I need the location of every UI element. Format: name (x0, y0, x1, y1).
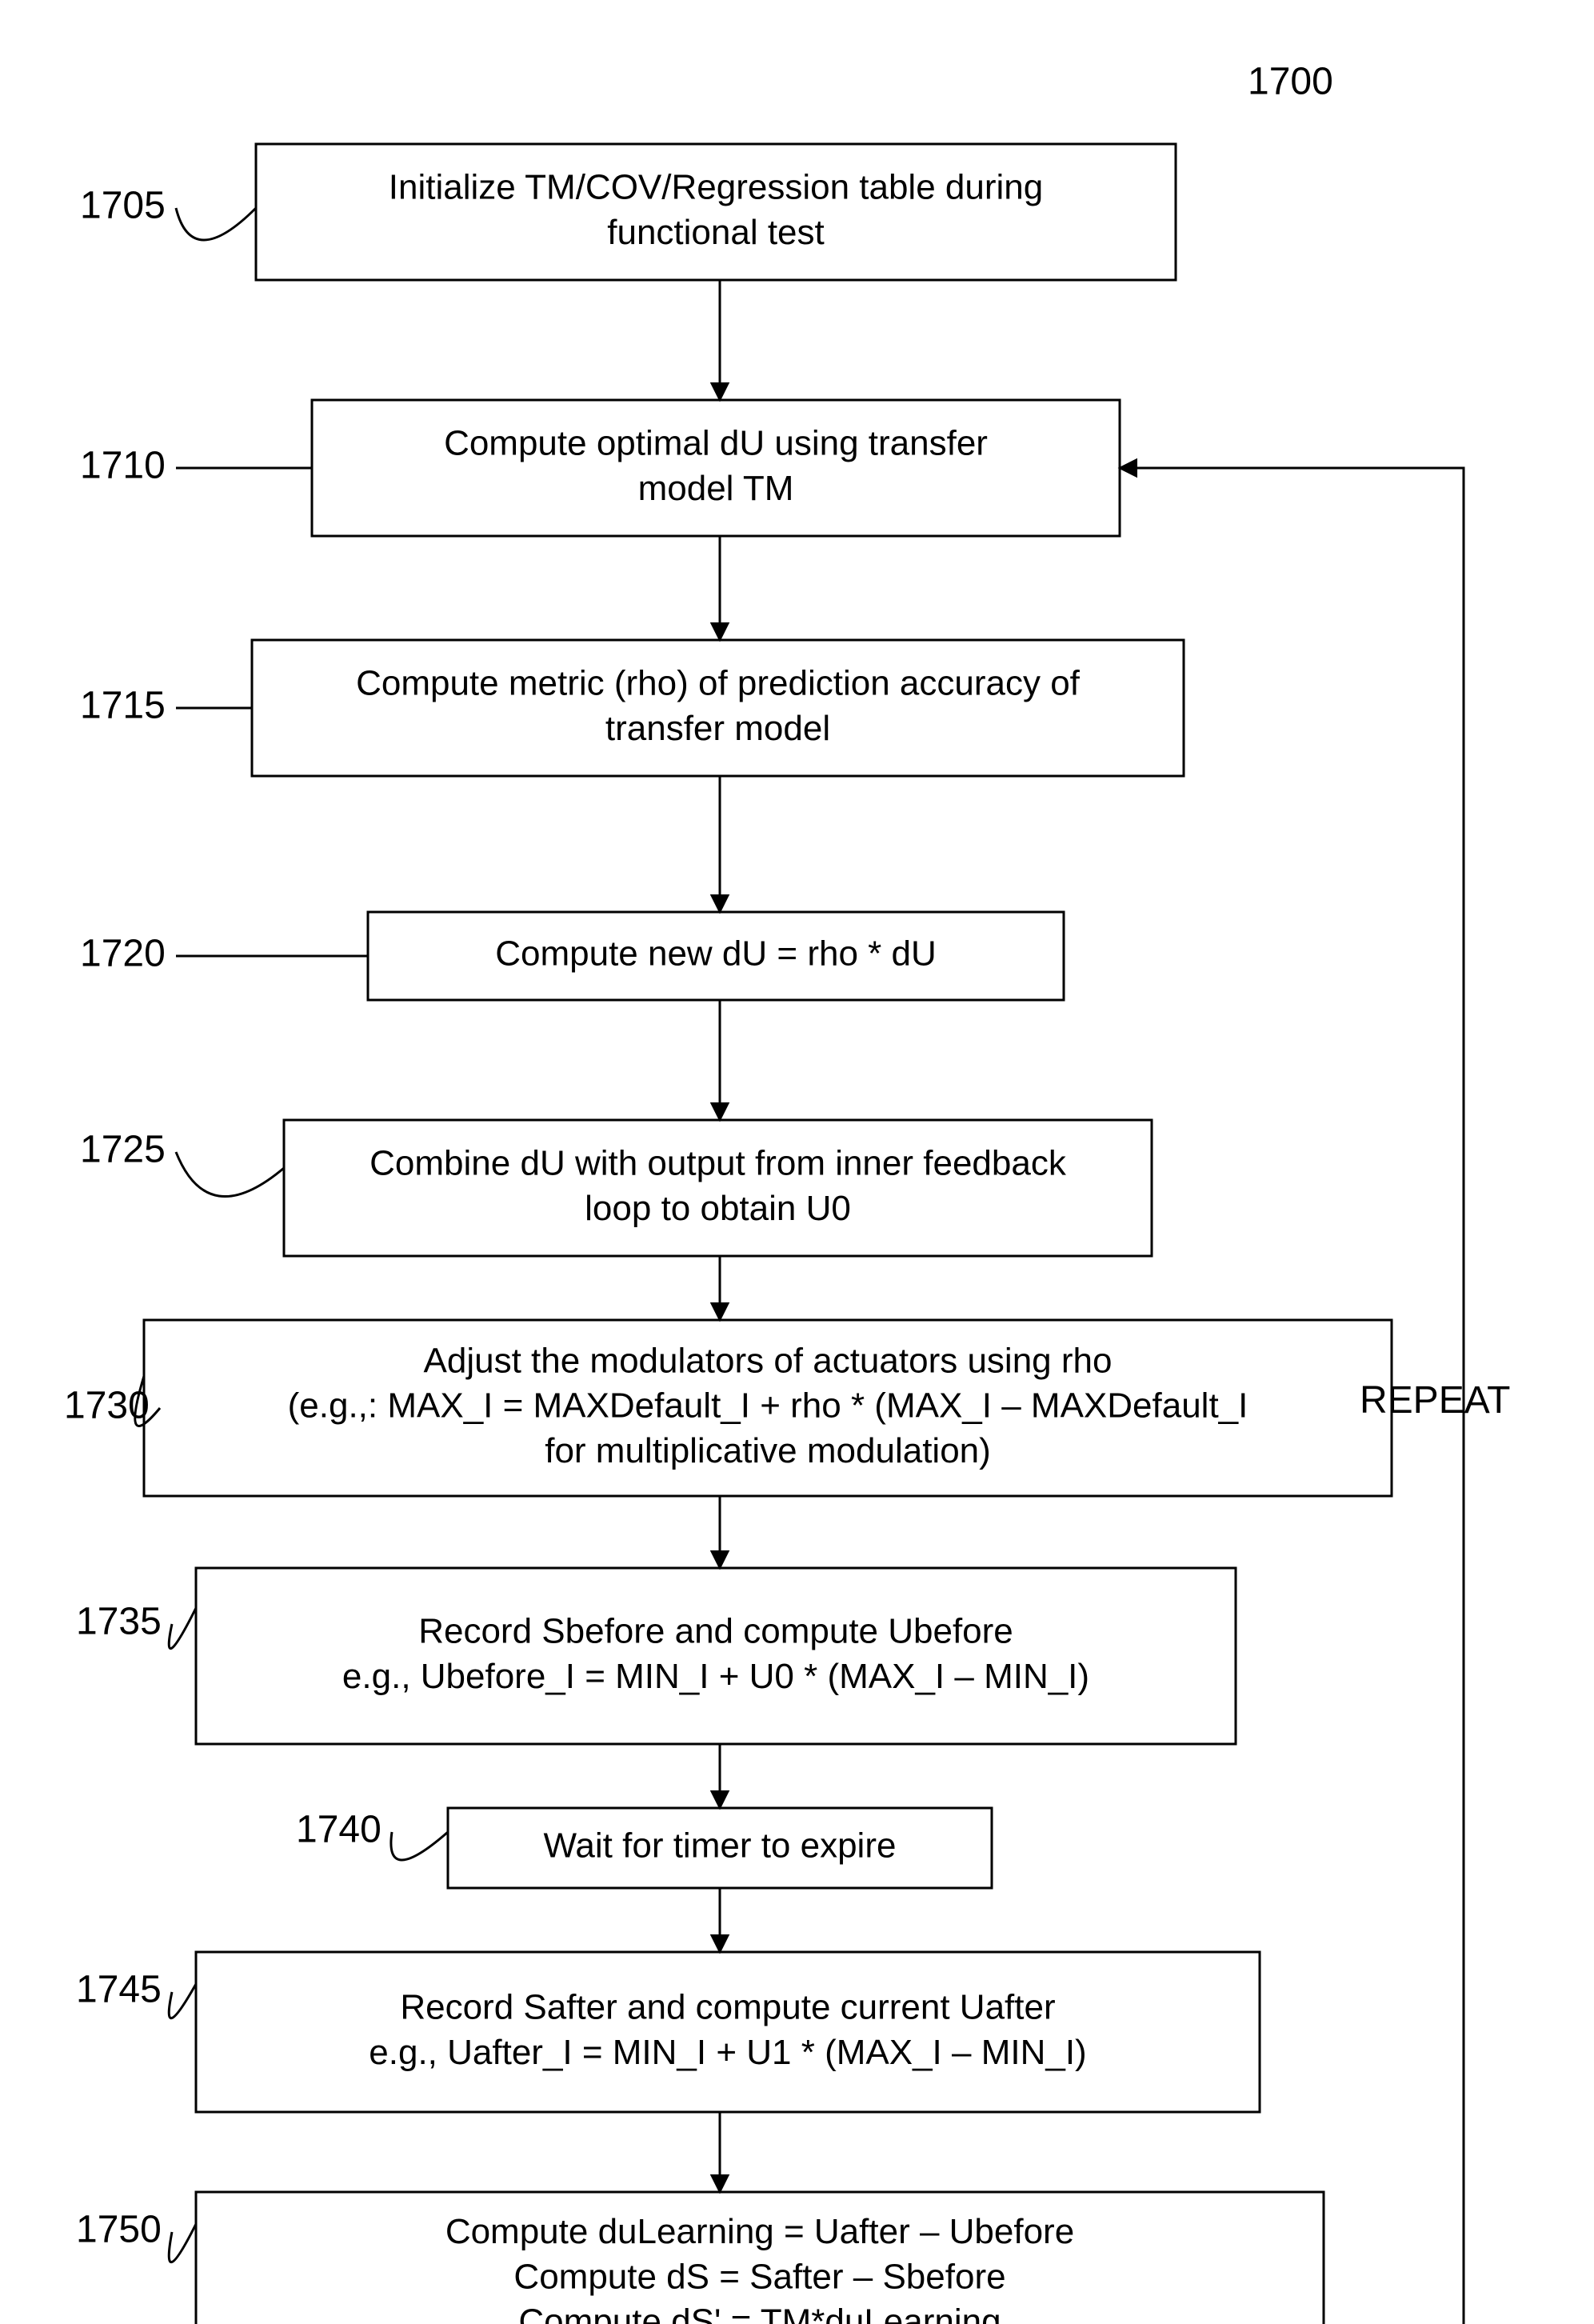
flow-node-1745: Record Safter and compute current Uafter… (196, 1952, 1260, 2112)
flow-node-text: Initialize TM/COV/Regression table durin… (389, 167, 1043, 206)
flow-node-text: e.g., Uafter_I = MIN_I + U1 * (MAX_I – M… (369, 2033, 1086, 2072)
flow-node-1725: Combine dU with output from inner feedba… (284, 1120, 1152, 1256)
flow-node-text: Compute duLearning = Uafter – Ubefore (445, 2212, 1074, 2251)
callout-1725 (176, 1152, 284, 1197)
flow-node-text: Record Sbefore and compute Ubefore (418, 1611, 1013, 1650)
flow-node-1705: Initialize TM/COV/Regression table durin… (256, 144, 1176, 280)
step-label-1735: 1735 (76, 1601, 162, 1643)
flow-node-text: Compute dS' = TM*duLearning (518, 2302, 1001, 2324)
step-label-1745: 1745 (76, 1969, 162, 2011)
flow-node-1750: Compute duLearning = Uafter – Ubefore Com… (196, 2192, 1324, 2324)
flow-node-text: model TM (638, 469, 794, 508)
flow-node-text: Compute dS = Safter – Sbefore (513, 2257, 1005, 2296)
step-label-1710: 1710 (80, 445, 166, 487)
step-label-1720: 1720 (80, 933, 166, 975)
step-label-1715: 1715 (80, 685, 166, 727)
callout-1735 (169, 1608, 196, 1649)
step-label-1725: 1725 (80, 1129, 166, 1171)
flow-node-text: Compute optimal dU using transfer (444, 423, 988, 462)
step-label-1750: 1750 (76, 2209, 162, 2251)
flow-node-1720: Compute new dU = rho * dU (368, 912, 1064, 1000)
step-label-1705: 1705 (80, 185, 166, 227)
flow-node-text: e.g., Ubefore_I = MIN_I + U0 * (MAX_I – … (342, 1657, 1089, 1696)
flow-node-text: Wait for timer to expire (544, 1826, 897, 1866)
flow-node-text: Compute metric (rho) of prediction accur… (356, 663, 1081, 702)
flow-node-1715: Compute metric (rho) of prediction accur… (252, 640, 1184, 776)
flow-node-text: for multiplicative modulation) (545, 1431, 991, 1470)
repeat-label: REPEAT (1360, 1379, 1510, 1422)
flow-node-text: Combine dU with output from inner feedba… (370, 1143, 1067, 1182)
step-label-1740: 1740 (296, 1809, 382, 1851)
callout-1745 (169, 1984, 196, 2018)
flow-node-text: (e.g.,: MAX_I = MAXDefault_I + rho * (MA… (288, 1386, 1248, 1426)
flow-node-text: Adjust the modulators of actuators using… (424, 1341, 1113, 1380)
flow-node-text: Compute new dU = rho * dU (495, 934, 937, 974)
callout-1750 (169, 2224, 196, 2262)
flow-node-text: loop to obtain U0 (585, 1189, 851, 1228)
flow-node-text: transfer model (605, 709, 830, 748)
flow-node-1710: Compute optimal dU using transfer model T… (312, 400, 1120, 536)
callout-1705 (176, 208, 256, 240)
callout-1740 (391, 1832, 448, 1860)
flow-node-text: Record Safter and compute current Uafter (400, 1987, 1055, 2026)
flow-node-1740: Wait for timer to expire (448, 1808, 992, 1888)
flow-node-1735: Record Sbefore and compute Ubefore e.g., … (196, 1568, 1236, 1744)
figure-number: 1700 (1248, 61, 1333, 103)
flow-node-text: functional test (607, 213, 825, 252)
flow-node-1730: Adjust the modulators of actuators using… (144, 1320, 1392, 1496)
